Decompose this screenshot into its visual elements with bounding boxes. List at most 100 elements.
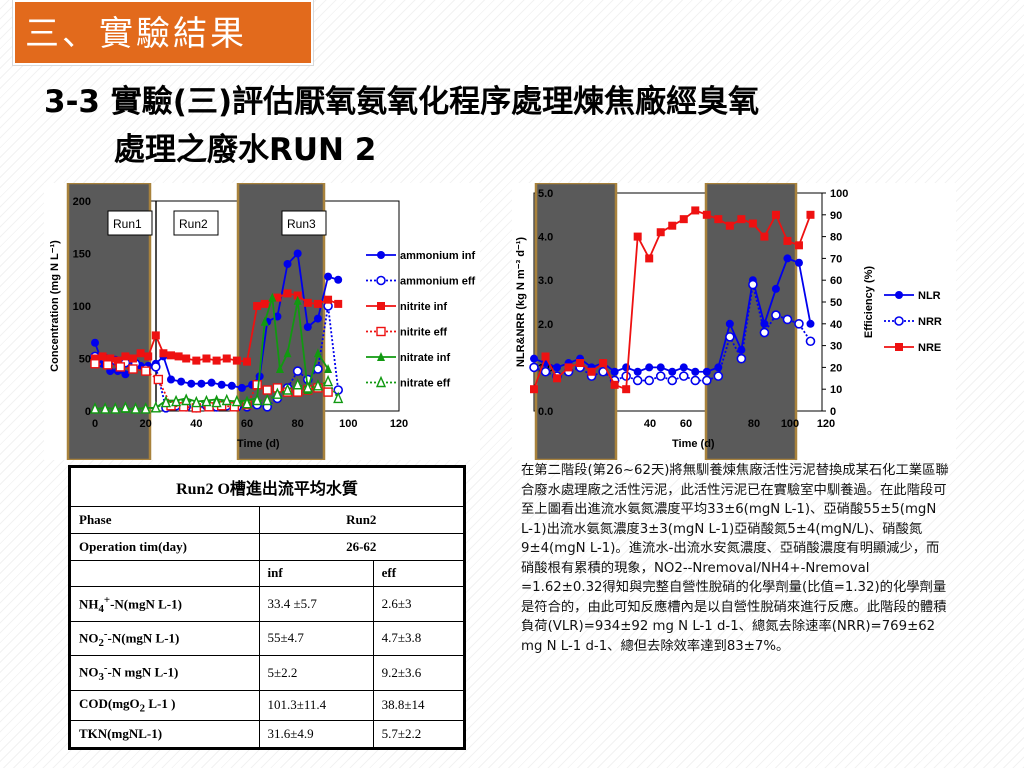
data-point-NLR [794, 258, 803, 267]
data-point-nitrite-inf [192, 356, 201, 365]
data-point-nitrate-eff [252, 393, 263, 406]
data-point-ammonium-inf [177, 377, 186, 386]
data-point-nitrate-eff [221, 393, 232, 406]
x-tick-label: 80 [292, 418, 304, 430]
run-label-box [107, 210, 153, 236]
y2-tick-label: 40 [830, 319, 842, 331]
run3-shade [704, 183, 798, 460]
data-point-nitrite-eff [252, 380, 262, 390]
data-point-NRE [599, 359, 608, 368]
table-row: NO2--N(mgN L-1) 55±4.7 4.7±3.8 [70, 620, 465, 657]
data-point-nitrate-eff [160, 395, 172, 408]
description-text: 在第二階段(第26~62天)將無馴養煉焦廠活性污泥替換成某石化工業區聯合廢水處理… [521, 463, 949, 654]
data-point-NRR [713, 371, 724, 381]
data-point-nitrate-eff [140, 402, 151, 414]
row-label: Phase [70, 506, 260, 534]
data-point-nitrate-eff [110, 402, 121, 414]
data-point-nitrate-eff [191, 395, 202, 408]
data-point-nitrite-eff [115, 362, 126, 372]
y-tick-label: 200 [73, 196, 91, 208]
y-axis-label: NLR&NRR (kg N m⁻³ d⁻¹) [515, 237, 527, 367]
cell-inf: 101.3±11.4 [258, 689, 374, 722]
data-point-ammonium-inf [283, 260, 292, 268]
data-point-ammonium-inf [293, 249, 302, 258]
y2-tick-label: 60 [830, 275, 842, 287]
data-point-NLR [771, 284, 780, 293]
cell-eff: 9.2±3.6 [372, 655, 465, 691]
data-point-NLR [622, 363, 631, 372]
legend-marker [894, 316, 904, 326]
data-point-NRE [691, 206, 700, 215]
data-point-NRR [759, 327, 770, 338]
data-point-nitrite-eff [153, 374, 164, 385]
legend-label: ammonium inf [400, 250, 476, 262]
y2-tick-label: 50 [830, 297, 842, 309]
cell-eff: 2.6±3 [372, 586, 465, 622]
water-quality-table: Run2 O槽進出流平均水質 Phase Run2 Operation tim(… [68, 465, 466, 750]
legend-marker [376, 275, 386, 286]
data-point-nitrite-inf [202, 354, 211, 363]
x-tick-label: 60 [680, 418, 692, 430]
data-point-NRE [737, 215, 746, 224]
data-point-nitrite-inf [129, 354, 137, 363]
data-point-NRR [655, 371, 666, 381]
data-point-nitrite-inf [313, 299, 322, 308]
data-point-nitrite-inf [243, 357, 251, 366]
y2-tick-label: 70 [830, 253, 842, 265]
run-label: Run2 [179, 217, 208, 231]
data-point-ammonium-inf [303, 323, 312, 331]
y2-tick-label: 100 [830, 188, 848, 200]
run-label-box [281, 210, 327, 236]
data-point-NRE [714, 215, 723, 224]
cell-inf: 33.4 ±5.7 [258, 586, 374, 622]
data-point-NRE [760, 232, 769, 241]
y-tick-label: 5.0 [538, 188, 553, 200]
data-point-nitrate-eff [170, 394, 182, 407]
data-point-nitrite-inf [253, 302, 262, 310]
row-label: NO2--N(mgN L-1) [70, 620, 260, 657]
data-point-nitrite-eff [140, 366, 151, 376]
data-point-nitrite-eff [323, 387, 333, 397]
data-point-nitrate-eff [262, 393, 273, 406]
x-tick-label: 80 [748, 418, 760, 430]
data-point-NRR [667, 375, 678, 386]
data-point-ammonium-inf [227, 381, 236, 390]
legend-label: NRR [918, 316, 942, 328]
data-point-NLR [553, 363, 562, 372]
table-row: COD(mgO2 L-1 ) 101.3±11.4 38.8±14 [70, 689, 465, 722]
section-tab: 三、實驗結果 [13, 0, 313, 65]
data-point-NLR [610, 367, 619, 376]
title-line-1: 3-3 實驗(三)評估厭氧氨氧化程序處理煉焦廠經臭氧 [44, 84, 760, 120]
data-point-nitrite-inf [167, 351, 175, 360]
cell-inf: 55±4.7 [258, 620, 374, 657]
data-point-nitrate-inf [293, 295, 302, 305]
data-point-nitrate-inf [283, 348, 292, 358]
data-point-NRR [771, 310, 781, 320]
data-point-NLR [714, 363, 723, 372]
data-point-nitrite-inf [273, 293, 282, 302]
data-point-NLR [783, 254, 792, 263]
data-point-nitrite-eff [128, 364, 138, 374]
y-tick-label: 3.0 [538, 275, 553, 287]
data-point-nitrite-inf [212, 356, 221, 365]
data-point-nitrate-eff [89, 402, 101, 414]
data-point-NRR [736, 353, 747, 364]
x-axis-label: Time (d) [672, 438, 715, 450]
x-tick-label: 0 [92, 418, 98, 430]
data-point-nitrite-inf [121, 352, 130, 361]
table-row: NH4+-N(mgN L-1) 33.4 ±5.7 2.6±3 [70, 586, 465, 622]
data-point-nitrite-inf [293, 291, 302, 300]
data-point-ammonium-inf [217, 380, 226, 389]
data-point-NRE [656, 228, 665, 237]
x-tick-label: 120 [390, 418, 408, 430]
data-point-nitrite-inf [113, 356, 122, 365]
data-point-NLR [633, 367, 642, 376]
data-point-NRE [633, 232, 642, 241]
title-line-2: 處理之廢水RUN 2 [114, 132, 377, 168]
legend-marker [895, 291, 903, 299]
legend-marker [377, 251, 385, 259]
section-label: 三、實驗結果 [25, 14, 247, 54]
data-point-NRR [540, 366, 551, 377]
data-point-nitrate-eff [333, 391, 344, 404]
y-tick-label: 150 [73, 249, 91, 261]
